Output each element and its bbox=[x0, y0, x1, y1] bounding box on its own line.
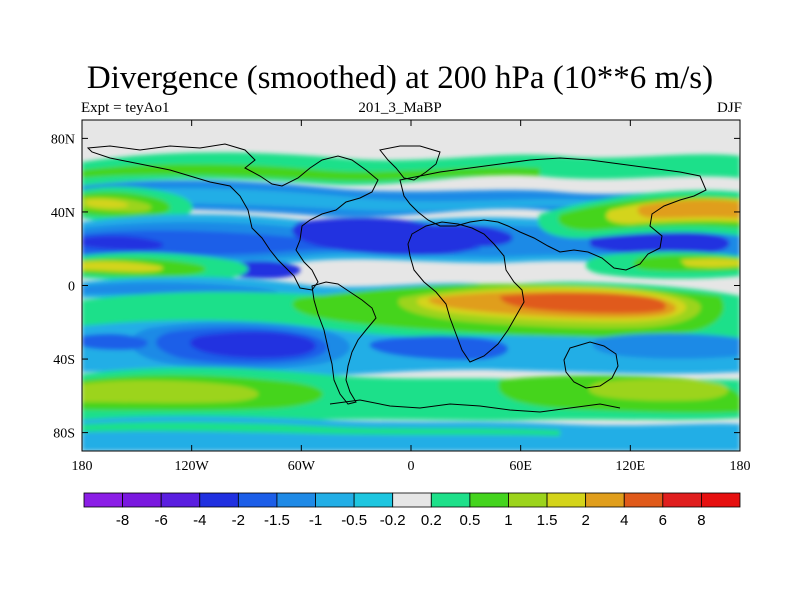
colorbar-label: -1 bbox=[309, 512, 322, 529]
colorbar-swatch bbox=[508, 492, 548, 508]
colorbar-label: -0.5 bbox=[341, 512, 367, 529]
x-tick-label: 120W bbox=[175, 459, 210, 474]
run-label: 201_3_MaBP bbox=[358, 100, 442, 116]
x-tick-label: 0 bbox=[408, 459, 415, 474]
colorbar-swatch bbox=[662, 492, 702, 508]
colorbar-label: -2 bbox=[232, 512, 245, 529]
y-tick-label: 80S bbox=[53, 427, 75, 442]
y-tick-label: 80N bbox=[51, 132, 75, 147]
season-label: DJF bbox=[716, 100, 742, 116]
y-tick-label: 40N bbox=[51, 206, 75, 221]
colorbar-label: 8 bbox=[697, 512, 705, 529]
colorbar-label: 1 bbox=[504, 512, 512, 529]
colorbar-label: -0.2 bbox=[380, 512, 406, 529]
colorbar-label: 6 bbox=[659, 512, 667, 529]
colorbar-swatch bbox=[623, 492, 664, 508]
map-title: Divergence (smoothed) at 200 hPa (10**6 … bbox=[86, 60, 714, 96]
colorbar-label: -8 bbox=[116, 512, 129, 529]
x-tick-label: 180 bbox=[72, 459, 93, 474]
colorbar-swatch bbox=[122, 492, 162, 508]
colorbar-swatch bbox=[353, 492, 394, 508]
experiment-label: Expt = teyAo1 bbox=[81, 100, 170, 116]
x-tick-label: 60W bbox=[288, 459, 316, 474]
colorbar-swatch bbox=[276, 492, 316, 508]
y-tick-label: 40S bbox=[53, 353, 75, 368]
colorbar-label: 1.5 bbox=[537, 512, 558, 529]
colorbar-swatch bbox=[585, 492, 625, 508]
x-tick-label: 180 bbox=[730, 459, 751, 474]
colorbar-swatch bbox=[701, 492, 741, 508]
colorbar-label: 4 bbox=[620, 512, 628, 529]
colorbar: -8 -6 -4 -2 -1.5 -1 -0.5 -0.2 0.2 0.5 1 1.5 2 4 6 8 bbox=[83, 492, 741, 529]
x-tick-label: 60E bbox=[509, 459, 532, 474]
colorbar-swatch bbox=[315, 492, 355, 508]
map-plot-area bbox=[82, 120, 740, 451]
colorbar-label: 2 bbox=[581, 512, 589, 529]
x-tick-label: 120E bbox=[616, 459, 646, 474]
coastlines bbox=[86, 143, 707, 413]
colorbar-swatch bbox=[83, 492, 123, 508]
colorbar-swatch bbox=[546, 492, 587, 508]
colorbar-swatch bbox=[199, 492, 239, 508]
colorbar-swatch bbox=[160, 492, 201, 508]
y-tick-label: 0 bbox=[68, 280, 75, 295]
colorbar-swatch bbox=[469, 492, 509, 508]
colorbar-swatch bbox=[237, 492, 278, 508]
colorbar-label: -1.5 bbox=[264, 512, 290, 529]
colorbar-label: 0.5 bbox=[459, 512, 480, 529]
colorbar-swatch bbox=[392, 492, 432, 508]
y-axis: 80N 40N 0 40S 80S bbox=[51, 132, 740, 442]
colorbar-swatch bbox=[430, 492, 471, 508]
divergence-field bbox=[82, 152, 740, 451]
x-axis: 180 120W 60W 0 60E 120E 180 bbox=[72, 120, 751, 474]
colorbar-label: 0.2 bbox=[421, 512, 442, 529]
colorbar-label: -6 bbox=[155, 512, 168, 529]
colorbar-label: -4 bbox=[193, 512, 206, 529]
